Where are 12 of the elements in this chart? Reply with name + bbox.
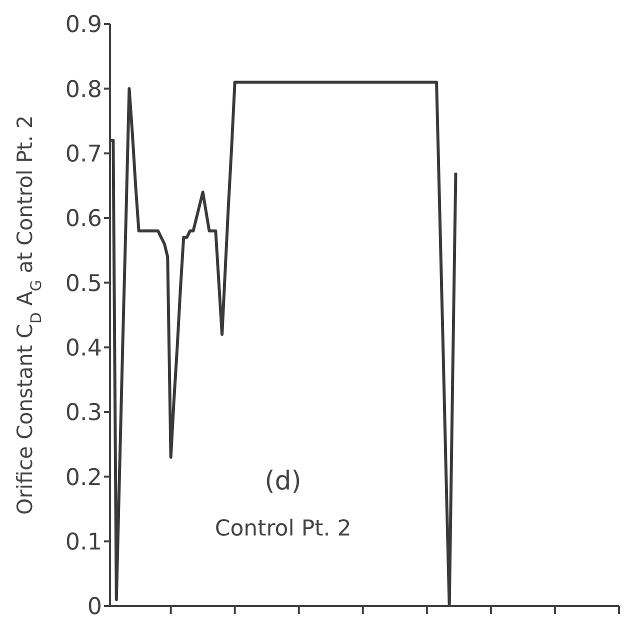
y-tick-label: 0.1 bbox=[65, 530, 102, 556]
y-tick-label: 0.4 bbox=[65, 336, 102, 362]
y-tick-label: 0.5 bbox=[65, 270, 102, 297]
y-tick-label: 0 bbox=[87, 594, 102, 620]
y-tick-label: 0.3 bbox=[65, 400, 102, 426]
y-tick-label: 0.8 bbox=[65, 76, 102, 103]
y-tick-label: 0.6 bbox=[65, 206, 102, 232]
y-tick-label: 0.9 bbox=[65, 12, 102, 38]
y-tick-label: 0.2 bbox=[65, 464, 102, 491]
annotation: Control Pt. 2 bbox=[214, 516, 352, 542]
annotation: (d) bbox=[264, 466, 302, 497]
y-tick-label: 0.7 bbox=[65, 142, 102, 168]
